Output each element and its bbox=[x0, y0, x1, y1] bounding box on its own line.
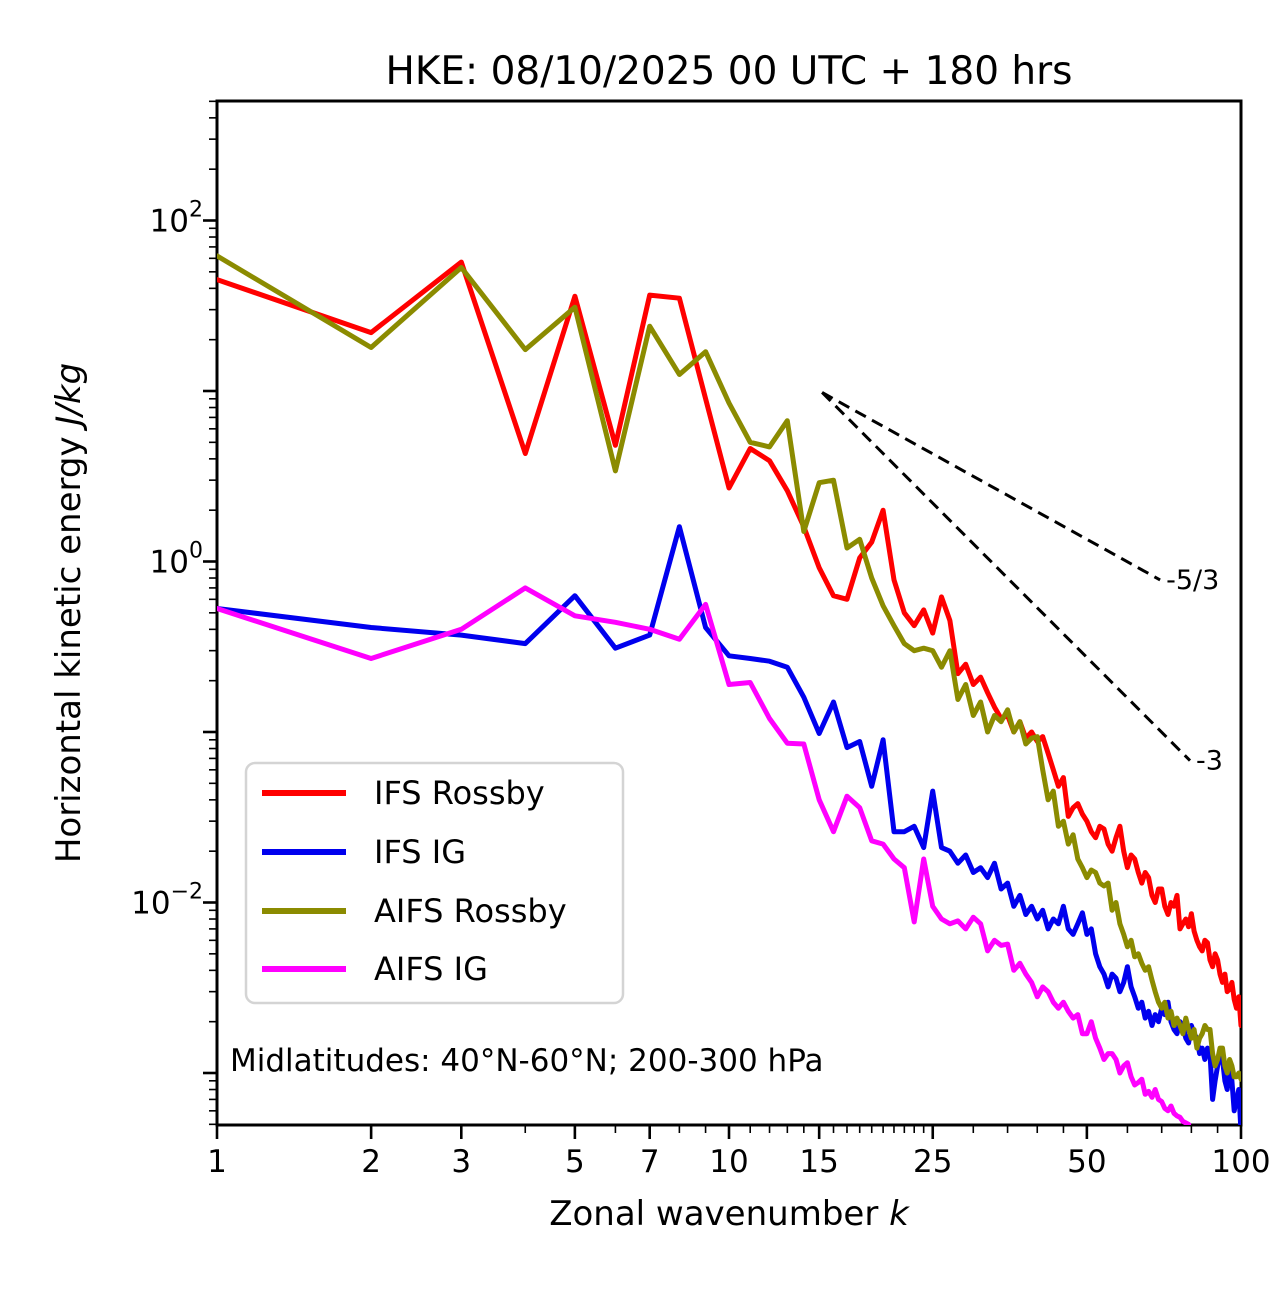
series-line-ifs-rossby bbox=[217, 259, 1241, 1028]
legend-label-aifs-rossby: AIFS Rossby bbox=[374, 892, 567, 930]
legend-label-aifs-ig: AIFS IG bbox=[374, 950, 488, 988]
x-axis-minor-ticks bbox=[524, 1125, 1219, 1133]
legend-label-ifs-ig: IFS IG bbox=[374, 833, 466, 871]
y-axis-major-ticks: 102 100 10−2 bbox=[131, 198, 217, 1075]
series-line-aifs-ig bbox=[217, 585, 1192, 1125]
legend-label-ifs-rossby: IFS Rossby bbox=[374, 774, 545, 812]
legend: IFS Rossby IFS IG AIFS Rossby AIFS IG bbox=[244, 761, 625, 1005]
y-axis-minor-ticks bbox=[209, 100, 217, 1126]
chart-title: HKE: 08/10/2025 00 UTC + 180 hrs bbox=[386, 49, 1073, 94]
reference-slope-line bbox=[821, 391, 1192, 762]
y-tick-label: 100 bbox=[150, 539, 203, 581]
y-axis-label-units: J/kg bbox=[49, 363, 89, 432]
y-axis-label: Horizontal kinetic energy J/kg bbox=[49, 363, 89, 863]
x-axis-label-symbol: k bbox=[889, 1194, 910, 1234]
x-tick-label: 25 bbox=[913, 1144, 952, 1180]
y-tick-label: 10−2 bbox=[131, 880, 203, 922]
x-tick-label: 100 bbox=[1211, 1144, 1270, 1180]
x-tick-label: 50 bbox=[1067, 1144, 1106, 1180]
x-axis-major-ticks: 1 2 3 5 7 10 15 25 50 100 bbox=[207, 1125, 1271, 1180]
reference-slope-label: -5/3 bbox=[1166, 565, 1219, 596]
reference-slope-label: -3 bbox=[1196, 746, 1223, 777]
y-tick-label: 102 bbox=[150, 198, 203, 240]
x-tick-label: 3 bbox=[451, 1144, 471, 1180]
reference-lines-layer: -5/3 -3 bbox=[821, 391, 1223, 777]
x-tick-label: 15 bbox=[799, 1144, 838, 1180]
series-line-ifs-ig bbox=[217, 524, 1241, 1125]
y-axis-label-text: Horizontal kinetic energy bbox=[49, 426, 89, 864]
series-layer bbox=[217, 253, 1241, 1125]
axes-layer: 1 2 3 5 7 10 15 25 50 100 102 100 10−2 bbox=[131, 99, 1271, 1180]
x-axis-label: Zonal wavenumber k bbox=[549, 1194, 910, 1234]
reference-slope-line bbox=[821, 391, 1161, 582]
subregion-annotation: Midlatitudes: 40°N-60°N; 200-300 hPa bbox=[230, 1043, 824, 1079]
x-tick-label: 10 bbox=[709, 1144, 748, 1180]
x-tick-label: 1 bbox=[207, 1144, 227, 1180]
x-tick-label: 2 bbox=[361, 1144, 381, 1180]
x-tick-label: 7 bbox=[640, 1144, 660, 1180]
x-tick-label: 5 bbox=[565, 1144, 585, 1180]
series-line-aifs-rossby bbox=[217, 253, 1241, 1082]
legend-box bbox=[244, 761, 625, 1005]
x-axis-label-text: Zonal wavenumber bbox=[549, 1194, 889, 1234]
